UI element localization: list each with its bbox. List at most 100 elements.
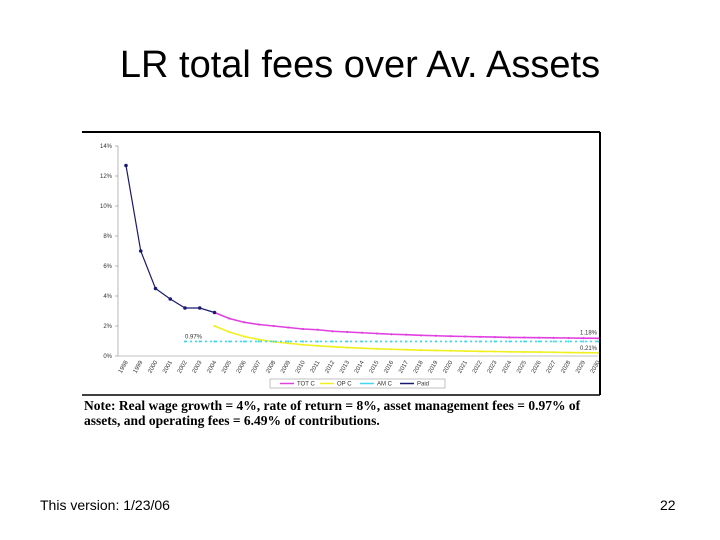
x-tick-label: 2017 [398, 359, 410, 374]
x-tick-label: 2023 [487, 359, 499, 374]
point [493, 350, 496, 353]
x-tick-label: 2001 [162, 359, 174, 374]
point [405, 348, 408, 351]
y-tick-label: 14% [100, 144, 113, 150]
point [168, 297, 173, 301]
point [257, 340, 260, 343]
point [537, 351, 541, 354]
x-tick-label: 2011 [310, 359, 322, 374]
point [552, 351, 555, 354]
point [287, 326, 290, 329]
x-tick-label: 2009 [280, 359, 292, 374]
point [138, 249, 143, 253]
point [153, 286, 158, 291]
x-tick-label: 2015 [369, 359, 381, 374]
point [537, 340, 541, 343]
y-tick-label: 6% [103, 264, 112, 270]
point [183, 340, 187, 343]
point [316, 340, 319, 343]
x-tick-label: 2013 [339, 359, 351, 374]
point [390, 348, 393, 351]
point [213, 324, 216, 328]
point [124, 163, 128, 168]
x-tick-label: 2026 [531, 359, 543, 374]
point [242, 340, 246, 343]
x-tick-label: 2006 [236, 359, 248, 374]
point [464, 335, 467, 338]
x-tick-label: 2005 [221, 359, 233, 374]
point [596, 340, 600, 343]
point [228, 330, 231, 334]
point [405, 333, 408, 336]
point [419, 340, 423, 343]
point [478, 340, 482, 343]
point [434, 349, 437, 352]
point [212, 310, 217, 315]
point [567, 336, 570, 340]
x-tick-label: 2002 [177, 359, 189, 374]
point [552, 336, 555, 339]
point [552, 340, 555, 343]
x-tick-label: 2025 [516, 359, 528, 374]
point [331, 330, 334, 333]
x-tick-label: 2010 [295, 359, 307, 374]
point [508, 350, 511, 353]
point [464, 340, 467, 343]
point [360, 347, 364, 350]
y-tick-label: 12% [100, 174, 113, 180]
point [331, 340, 334, 343]
point [434, 334, 437, 337]
point [301, 343, 305, 346]
footer: This version: 1/23/06 [40, 497, 170, 513]
x-tick-label: 2022 [472, 359, 484, 374]
x-tick-label: 2020 [442, 359, 454, 374]
annotation: 0.21% [580, 346, 598, 352]
point [242, 335, 246, 338]
y-tick-label: 0% [103, 354, 112, 360]
point [434, 340, 437, 343]
legend-box [269, 378, 446, 389]
point [523, 340, 526, 343]
point [360, 340, 364, 343]
point [198, 340, 201, 343]
x-tick-label: 2019 [428, 359, 440, 374]
x-tick-label: 1998 [118, 359, 130, 374]
legend-label: Paid [417, 382, 429, 388]
point [419, 334, 423, 337]
slide-title: LR total fees over Av. Assets [119, 44, 601, 86]
point [478, 350, 482, 353]
point [301, 327, 305, 331]
point [272, 340, 275, 343]
y-tick-label: 8% [103, 234, 112, 240]
point [316, 328, 319, 331]
point [375, 332, 378, 335]
point [375, 347, 378, 350]
x-tick-label: 2012 [324, 359, 336, 374]
point [301, 340, 305, 343]
point [390, 340, 393, 343]
legend-label: TOT C [297, 382, 315, 388]
point [375, 340, 378, 343]
x-tick-label: 2021 [457, 359, 469, 374]
point [419, 349, 423, 352]
point [228, 317, 231, 320]
x-tick-label: 2008 [265, 359, 277, 374]
annotation: 1.18% [580, 330, 598, 336]
point [596, 351, 600, 354]
x-tick-label: 2007 [251, 359, 263, 374]
point [567, 351, 570, 354]
x-tick-label: 2016 [383, 359, 395, 374]
point [582, 351, 585, 354]
point [346, 330, 349, 334]
point [449, 340, 452, 343]
point [508, 336, 511, 339]
point [449, 335, 452, 338]
point [183, 306, 187, 310]
point [272, 324, 275, 328]
point [287, 340, 290, 343]
x-tick-label: 2000 [147, 359, 159, 374]
point [197, 306, 202, 310]
point [390, 333, 393, 336]
